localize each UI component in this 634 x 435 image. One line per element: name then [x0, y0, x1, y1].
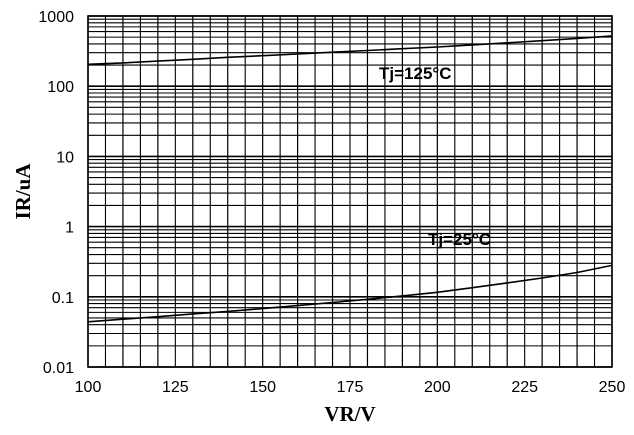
grid-minor — [87, 16, 613, 367]
y-axis-title: IR/uA — [11, 163, 35, 220]
x-axis-title: VR/V — [324, 402, 375, 426]
annotation-tj-25: Tj=25°C — [428, 230, 491, 249]
y-tick-label: 100 — [47, 79, 74, 96]
x-tick-label: 100 — [75, 379, 102, 396]
y-tick-labels: 1000 100 10 1 0.1 0.01 — [38, 9, 74, 377]
y-tick-label: 1000 — [38, 9, 74, 26]
plot-frame — [87, 15, 613, 368]
y-tick-label: 1 — [65, 220, 74, 237]
x-tick-label: 150 — [249, 379, 276, 396]
y-tick-label: 10 — [56, 149, 74, 166]
series-layer — [87, 35, 613, 323]
series-line-0 — [87, 35, 613, 66]
y-tick-label: 0.1 — [52, 290, 74, 307]
x-tick-labels: 100 125 150 175 200 225 250 — [75, 379, 626, 396]
y-tick-label: 0.01 — [43, 360, 74, 377]
x-tick-label: 125 — [162, 379, 189, 396]
annotation-tj-125: Tj=125°C — [379, 64, 451, 83]
x-tick-label: 250 — [599, 379, 626, 396]
x-tick-label: 225 — [511, 379, 538, 396]
x-tick-label: 175 — [337, 379, 364, 396]
x-tick-label: 200 — [424, 379, 451, 396]
series-line-1 — [87, 264, 613, 323]
